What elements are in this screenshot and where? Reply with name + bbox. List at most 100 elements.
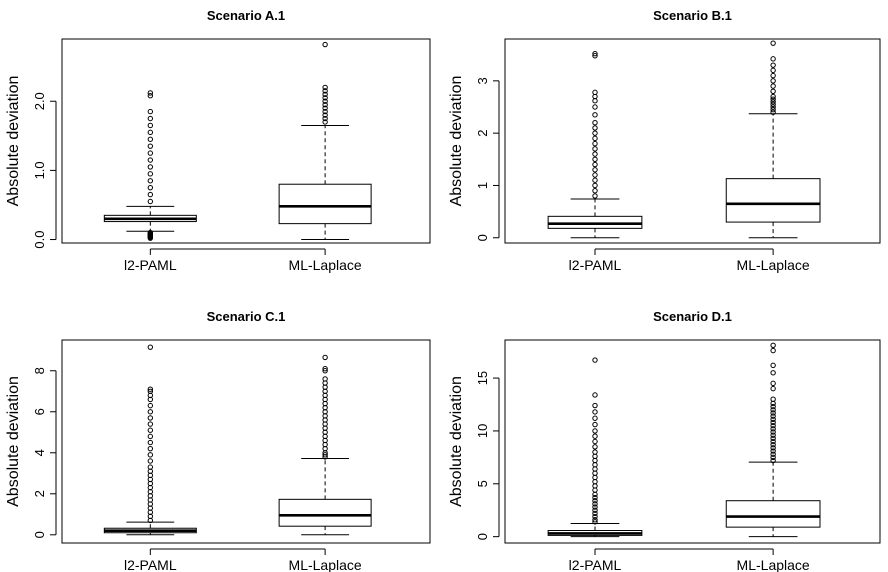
outlier-point (147, 421, 154, 427)
outlier-point (147, 122, 154, 129)
box-plot (278, 41, 372, 241)
outlier-point (592, 146, 598, 152)
box-plot (547, 50, 643, 239)
chart-panel: Scenario C.1 Absolute deviation 0 2 4 6 8 l2-PA… (5, 309, 431, 572)
iqr-box (547, 215, 643, 229)
chart-title: Scenario C.1 (207, 309, 286, 324)
outlier-point (147, 198, 154, 205)
x-category-label: ML-Laplace (737, 257, 810, 273)
outlier-point (770, 454, 776, 461)
outlier-point (770, 403, 776, 410)
outlier-point (770, 416, 776, 422)
box-plot (103, 90, 197, 241)
outlier-point (592, 409, 598, 415)
outlier-point (770, 347, 776, 354)
outlier-point (770, 445, 776, 451)
outlier-point (592, 182, 598, 189)
y-tick-label: 2 (475, 130, 490, 137)
outlier-point (770, 106, 776, 113)
outlier-point (322, 376, 328, 382)
outlier-point (592, 104, 598, 110)
outlier-point (322, 108, 328, 115)
outlier-point (147, 415, 154, 421)
outlier-point (147, 157, 154, 163)
outlier-point (322, 368, 328, 374)
outlier-point (770, 448, 776, 454)
outlier-point (147, 184, 154, 191)
outlier-point (322, 95, 328, 101)
outlier-point (147, 388, 154, 394)
outlier-point (592, 193, 598, 199)
outlier-point (770, 362, 776, 369)
outlier-point (322, 41, 328, 48)
outlier-point (322, 354, 328, 361)
outlier-point (592, 415, 598, 421)
outlier-point (147, 108, 154, 115)
outlier-point (147, 402, 154, 409)
outlier-point (322, 115, 328, 122)
y-tick-label: 2.0 (32, 92, 47, 110)
outlier-point (592, 444, 598, 450)
outlier-point (592, 504, 598, 510)
y-tick-label: 1 (475, 182, 490, 189)
outlier-point (770, 62, 776, 68)
outlier-point (147, 433, 154, 440)
outlier-point (592, 187, 598, 194)
outlier-point (770, 370, 776, 376)
x-category-label: ML-Laplace (737, 557, 810, 572)
outlier-point (592, 135, 598, 142)
outlier-point (770, 441, 776, 448)
outlier-point (770, 429, 776, 435)
plot-frame (504, 339, 881, 544)
outlier-point (147, 178, 154, 184)
outlier-point (147, 171, 154, 177)
outlier-point (322, 452, 328, 458)
y-tick-label: 10 (475, 424, 490, 438)
outlier-point (147, 150, 154, 156)
outlier-point (147, 409, 154, 415)
outlier-point (770, 451, 776, 457)
outlier-point (147, 427, 154, 433)
outlier-point (592, 433, 598, 439)
outlier-point (770, 426, 776, 432)
outlier-point (322, 91, 328, 98)
outlier-point (147, 229, 154, 236)
outlier-point (592, 172, 598, 178)
outlier-point (147, 452, 154, 458)
outlier-point (770, 88, 776, 95)
outlier-point (592, 501, 598, 507)
outlier-point (770, 101, 776, 108)
outlier-point (770, 413, 776, 419)
chart-title: Scenario D.1 (653, 309, 732, 324)
outlier-point (322, 101, 328, 108)
outlier-point (770, 438, 776, 445)
outlier-point (770, 422, 776, 429)
y-tick-label: 3 (475, 77, 490, 84)
outlier-point (592, 89, 598, 96)
outlier-point (770, 78, 776, 84)
outlier-point (592, 53, 598, 59)
outlier-point (770, 396, 776, 402)
outlier-point (592, 156, 598, 163)
outlier-point (592, 151, 598, 157)
outlier-point (147, 90, 154, 96)
outlier-point (592, 519, 598, 525)
outlier-point (147, 439, 154, 446)
outlier-point (770, 407, 776, 413)
outlier-point (770, 109, 776, 115)
outlier-point (147, 164, 154, 170)
outlier-point (770, 342, 776, 348)
outlier-point (147, 136, 154, 142)
box-plot (547, 357, 643, 538)
y-tick-label: 8 (32, 367, 47, 374)
y-tick-label: 0 (475, 533, 490, 540)
x-category-label: l2-PAML (124, 257, 177, 273)
outlier-point (147, 93, 154, 99)
outlier-point (770, 67, 776, 74)
outlier-point (592, 449, 598, 455)
outlier-point (770, 385, 776, 392)
outlier-point (592, 510, 598, 517)
outlier-point (322, 366, 328, 372)
outlier-point (770, 432, 776, 438)
plot-frame (61, 339, 431, 544)
